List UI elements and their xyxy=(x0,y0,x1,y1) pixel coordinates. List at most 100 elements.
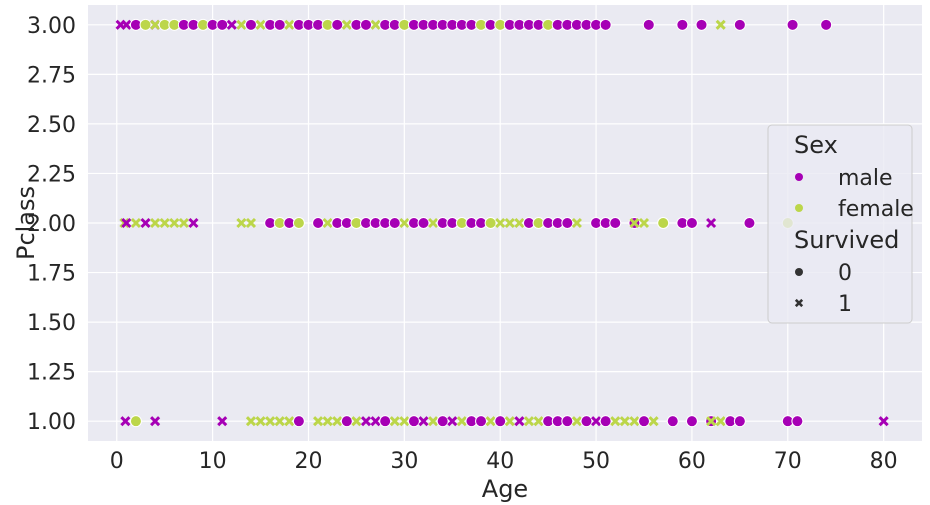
data-point xyxy=(514,416,525,427)
x-tick-label: 30 xyxy=(390,449,418,474)
data-point xyxy=(648,416,659,427)
data-point xyxy=(666,415,679,428)
y-tick-label: 2.00 xyxy=(27,212,76,237)
data-point xyxy=(428,217,439,229)
legend-marker-circle xyxy=(795,268,803,276)
data-point xyxy=(407,415,420,428)
legend-label-survived-0: 0 xyxy=(838,261,852,286)
data-point xyxy=(485,416,496,427)
data-point xyxy=(642,18,655,31)
data-point xyxy=(351,416,362,427)
data-point xyxy=(388,217,401,229)
data-point xyxy=(236,217,247,229)
data-point xyxy=(340,415,353,428)
data-point xyxy=(638,217,650,229)
data-point xyxy=(120,416,131,427)
data-point xyxy=(322,217,333,229)
data-point xyxy=(121,19,132,30)
data-point xyxy=(244,18,257,31)
legend-item-survived-0: 0 xyxy=(795,261,852,286)
x-tick-label: 0 xyxy=(110,449,124,474)
data-point xyxy=(216,18,229,31)
legend-box xyxy=(767,124,913,324)
legend-item-female: female xyxy=(795,197,914,222)
data-point xyxy=(820,18,833,31)
data-point xyxy=(255,19,266,30)
y-tick-label: 3.00 xyxy=(27,14,76,39)
data-point xyxy=(676,18,689,31)
data-point xyxy=(484,217,497,229)
x-tick-label: 20 xyxy=(294,449,322,474)
data-point xyxy=(523,416,535,427)
data-point xyxy=(418,416,429,427)
y-tick-label: 1.25 xyxy=(27,361,76,386)
data-point xyxy=(561,415,574,428)
data-points xyxy=(115,18,889,428)
data-point xyxy=(130,217,141,229)
data-point xyxy=(456,416,467,427)
x-tick-label: 70 xyxy=(774,449,802,474)
data-point xyxy=(150,217,161,229)
data-point xyxy=(399,416,410,427)
data-point xyxy=(706,217,717,229)
data-point xyxy=(571,217,582,229)
x-tick-label: 60 xyxy=(678,449,706,474)
data-point xyxy=(695,18,708,31)
data-point xyxy=(706,416,717,427)
data-point xyxy=(274,416,285,427)
data-point xyxy=(610,416,621,427)
data-point xyxy=(159,217,170,229)
y-tick-label: 1.75 xyxy=(27,262,76,287)
data-point xyxy=(428,416,439,427)
data-point xyxy=(140,217,151,229)
data-point xyxy=(743,217,756,229)
data-point xyxy=(217,416,228,427)
data-point xyxy=(273,18,286,31)
data-point xyxy=(399,217,410,229)
data-point xyxy=(226,19,237,30)
data-point xyxy=(599,415,612,428)
data-point xyxy=(685,415,698,428)
data-point xyxy=(150,416,161,427)
legend-item-survived-1: 1 xyxy=(794,292,852,317)
data-point xyxy=(332,416,343,427)
data-point xyxy=(245,217,257,229)
y-tick-label: 1.50 xyxy=(27,311,76,336)
data-point xyxy=(313,416,324,427)
legend-marker-female xyxy=(795,204,803,212)
y-tick-label: 1.00 xyxy=(27,410,76,435)
legend-marker-male xyxy=(795,173,803,181)
data-point xyxy=(121,217,132,229)
y-axis-ticks: 1.00 1.25 1.50 1.75 2.00 2.25 2.50 2.75 3.00 xyxy=(27,14,76,435)
data-point xyxy=(475,415,488,428)
data-point xyxy=(591,416,602,427)
data-point xyxy=(255,416,266,427)
data-point xyxy=(495,217,506,229)
data-point xyxy=(619,416,630,427)
data-point xyxy=(571,416,582,427)
data-point xyxy=(370,416,381,427)
data-point xyxy=(379,415,392,428)
y-tick-label: 2.50 xyxy=(27,113,76,138)
data-point xyxy=(417,217,430,229)
data-point xyxy=(129,415,142,428)
data-point xyxy=(284,416,295,427)
data-point xyxy=(370,19,381,30)
data-point xyxy=(733,415,746,428)
x-axis-title: Age xyxy=(482,475,528,503)
data-point xyxy=(685,217,698,229)
data-point xyxy=(638,415,650,428)
legend-label-survived-1: 1 xyxy=(838,292,852,317)
legend-title-sex: Sex xyxy=(794,131,838,159)
data-point xyxy=(284,19,295,30)
y-axis-title: Pclass xyxy=(12,186,40,260)
data-point xyxy=(178,217,189,229)
x-tick-label: 80 xyxy=(870,449,898,474)
data-point xyxy=(236,19,247,30)
legend-marker-x xyxy=(794,298,804,308)
data-point xyxy=(436,415,449,428)
data-point xyxy=(715,416,726,427)
x-tick-label: 40 xyxy=(486,449,514,474)
data-point xyxy=(715,19,726,30)
